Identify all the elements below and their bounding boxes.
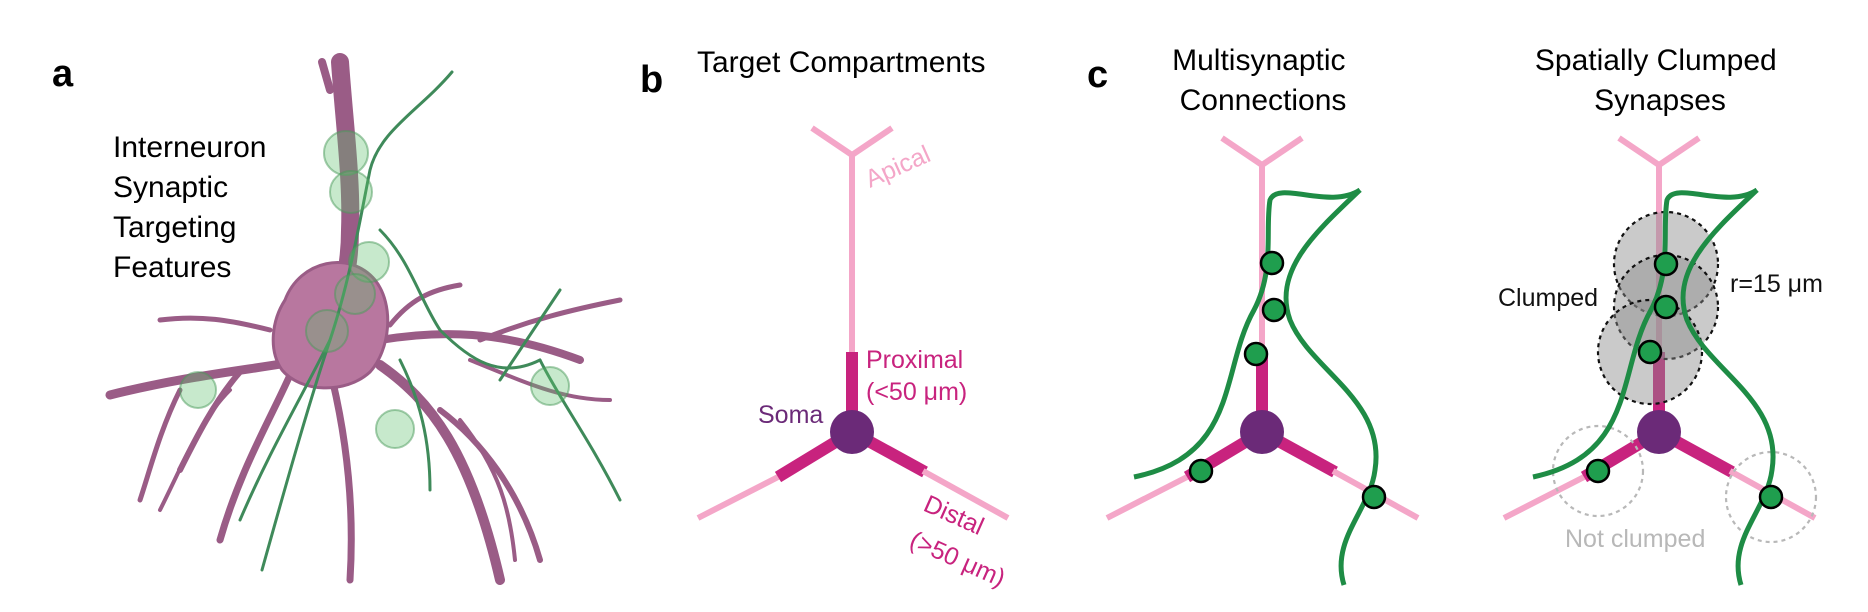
ms-synapse bbox=[1259, 250, 1285, 276]
panel-a-heading-line-1: Interneuron bbox=[113, 131, 266, 164]
multisynaptic-diagram bbox=[1105, 135, 1420, 586]
cl-axon-2 bbox=[1680, 188, 1776, 586]
ms-synapse bbox=[1243, 341, 1269, 367]
apical-tuft bbox=[810, 125, 894, 158]
panel-a-heading-line-3: Targeting bbox=[113, 211, 236, 244]
panel-c: c Multisynaptic Connections Spatially bbox=[1087, 44, 1823, 586]
multisynaptic-title-line-1: Multisynaptic bbox=[1172, 44, 1345, 77]
basal-dendrite-right-distal bbox=[921, 468, 1010, 521]
cl-synapse bbox=[1637, 339, 1663, 365]
label-proximal: Proximal bbox=[866, 346, 963, 374]
cl-synapse bbox=[1585, 458, 1611, 484]
label-radius: r=15 μm bbox=[1730, 270, 1823, 298]
ms-basal-left-distal bbox=[1105, 473, 1191, 521]
clumped-title-line-1: Spatially Clumped bbox=[1535, 44, 1777, 77]
panel-a-heading: Interneuron Synaptic Targeting Features bbox=[113, 131, 275, 284]
clumped-title: Spatially Clumped Synapses bbox=[1535, 44, 1785, 117]
label-soma: Soma bbox=[758, 401, 823, 429]
basal-dendrite-left-distal bbox=[696, 473, 782, 521]
label-proximal-range: (<50 μm) bbox=[866, 378, 967, 406]
cl-axon-1 bbox=[1532, 187, 1759, 480]
ms-apical-tuft bbox=[1220, 135, 1304, 168]
cl-synapse bbox=[1653, 251, 1679, 277]
clumped-diagram: Clumped r=15 μm Not clumped bbox=[1498, 135, 1823, 586]
multisynaptic-title: Multisynaptic Connections bbox=[1172, 44, 1354, 117]
label-not-clumped: Not clumped bbox=[1565, 525, 1705, 553]
panel-a: a bbox=[52, 53, 623, 585]
label-clumped: Clumped bbox=[1498, 284, 1598, 312]
ms-soma bbox=[1240, 410, 1284, 454]
ms-axon-2 bbox=[1283, 188, 1379, 586]
cl-apical-tuft bbox=[1617, 135, 1701, 168]
not-clumped-circle bbox=[1551, 424, 1645, 518]
label-apical: Apical bbox=[861, 140, 935, 193]
cl-synapse bbox=[1653, 294, 1679, 320]
cl-basal-left-distal bbox=[1502, 473, 1588, 521]
ms-axon-1 bbox=[1133, 187, 1362, 480]
compartment-diagram: Apical Proximal (<50 μm) Soma Distal (>5… bbox=[696, 125, 1010, 593]
panel-c-letter: c bbox=[1087, 54, 1108, 96]
panel-a-heading-line-2: Synaptic bbox=[113, 171, 228, 204]
panel-a-letter: a bbox=[52, 53, 74, 95]
soma bbox=[830, 410, 874, 454]
ms-synapse bbox=[1361, 484, 1387, 510]
neuron-rendering bbox=[105, 53, 623, 585]
panel-a-heading-line-4: Features bbox=[113, 251, 231, 284]
cl-soma bbox=[1637, 410, 1681, 454]
clumped-title-line-2: Synapses bbox=[1594, 84, 1726, 117]
cl-synapse bbox=[1758, 484, 1784, 510]
ms-synapse bbox=[1261, 297, 1287, 323]
panel-b: b Target Compartments Apical Proximal (<… bbox=[640, 46, 1010, 593]
ms-synapse bbox=[1188, 458, 1214, 484]
multisynaptic-title-line-2: Connections bbox=[1180, 84, 1347, 117]
panel-b-title: Target Compartments bbox=[697, 46, 985, 79]
label-distal-range: (>50 μm) bbox=[906, 526, 1010, 593]
panel-b-letter: b bbox=[640, 59, 663, 101]
